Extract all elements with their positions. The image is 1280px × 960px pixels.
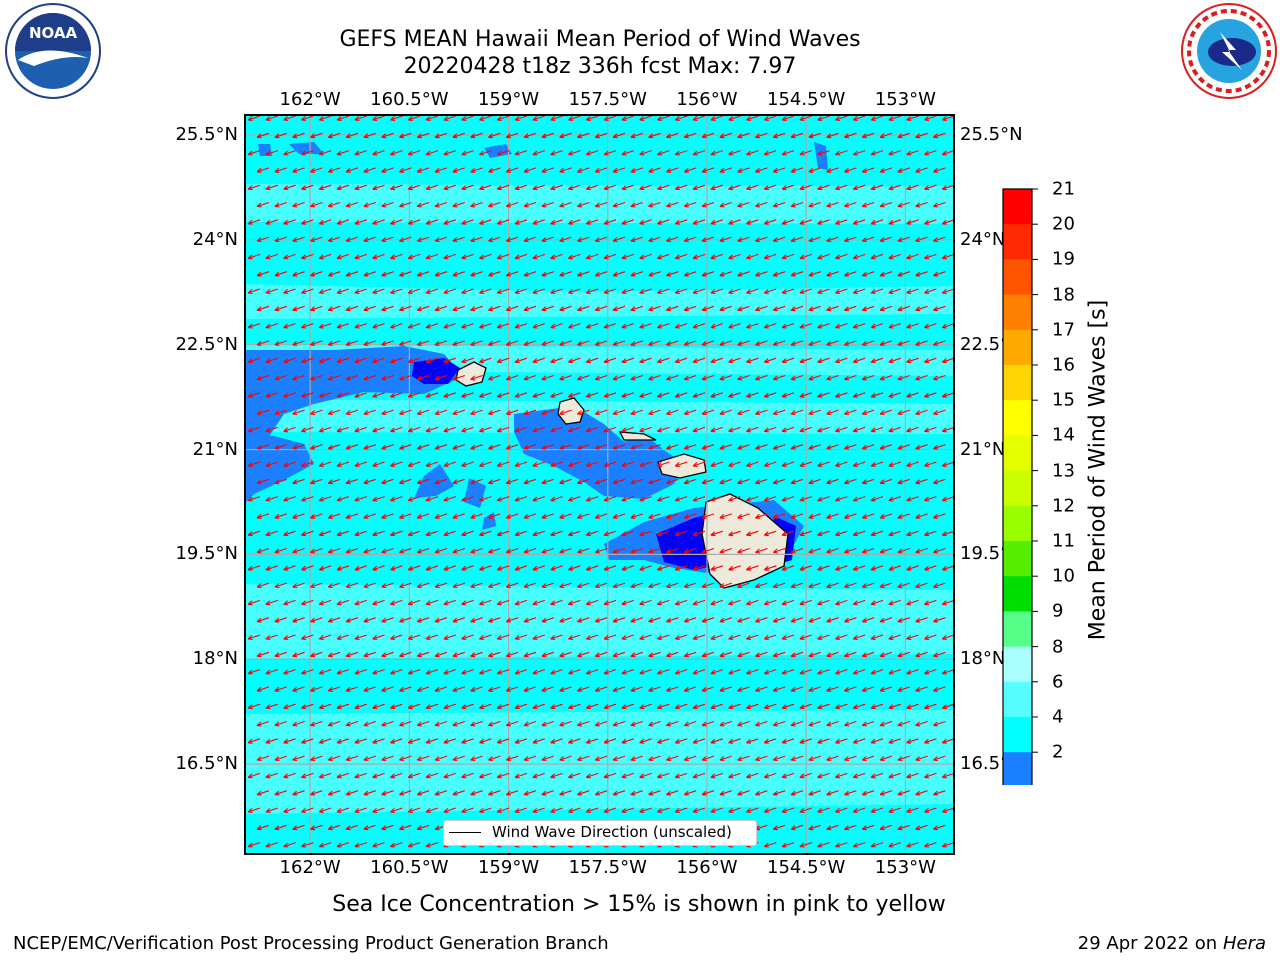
sea-ice-note: Sea Ice Concentration > 15% is shown in … [332, 892, 946, 917]
period-band [244, 584, 955, 659]
colorbar-segment [1003, 259, 1032, 296]
colorbar-tick-label: 19 [1052, 248, 1075, 270]
lon-tick-bottom: 153°W [874, 857, 936, 878]
legend-label: Wind Wave Direction (unscaled) [492, 823, 732, 841]
lon-tick-bottom: 157.5°W [568, 857, 647, 878]
colorbar-segment [1003, 435, 1032, 472]
colorbar-tick-label: 16 [1052, 354, 1075, 376]
colorbar-label: Mean Period of Wind Waves [s] [1085, 299, 1111, 641]
lon-tick-top: 162°W [279, 89, 341, 110]
colorbar-tick-label: 14 [1052, 424, 1075, 446]
colorbar [1002, 188, 1038, 785]
lat-tick-left: 16.5°N [175, 753, 238, 775]
island [557, 397, 585, 425]
colorbar-tick-label: 13 [1052, 460, 1075, 482]
lon-tick-top: 159°W [477, 89, 540, 110]
nws-logo-icon [1181, 3, 1277, 99]
period-fill-layer [244, 114, 955, 855]
lon-tick-bottom: 162°W [279, 857, 341, 878]
colorbar-segment [1003, 611, 1032, 648]
colorbar-tick-label: 15 [1052, 389, 1075, 411]
colorbar-tick-label: 21 [1052, 178, 1075, 200]
colorbar-tick-label: 2 [1052, 741, 1064, 763]
lon-tick-top: 153°W [874, 89, 936, 110]
colorbar-tick-label: 6 [1052, 671, 1064, 693]
footer-date: 29 Apr 2022 on Hera [1078, 933, 1266, 954]
colorbar-tick-label: 9 [1052, 600, 1064, 622]
colorbar-frame [1002, 188, 1033, 785]
period-band-dark [289, 142, 324, 154]
noaa-seal-icon: NOAA [5, 3, 101, 99]
colorbar-segment [1003, 400, 1032, 436]
colorbar-segment [1003, 752, 1032, 785]
period-band [244, 184, 955, 224]
colorbar-tick-label: 12 [1052, 495, 1075, 517]
lat-tick-right: 25.5°N [960, 123, 1023, 145]
chart-subtitle: 20220428 t18z 336h fcst Max: 7.97 [403, 54, 797, 79]
colorbar-tick-label: 8 [1052, 636, 1064, 658]
colorbar-segment [1003, 541, 1032, 577]
wind-wave-arrow-field [247, 115, 955, 848]
colorbar-segment [1003, 681, 1032, 718]
chart-title: GEFS MEAN Hawaii Mean Period of Wind Wav… [339, 27, 861, 52]
noaa-logo: NOAA [4, 2, 102, 100]
noaa-logo-text: NOAA [29, 24, 78, 42]
colorbar-segment [1003, 505, 1032, 542]
legend-line-icon [449, 832, 481, 833]
period-band-dark [814, 142, 828, 170]
footer-date-text: 29 Apr 2022 on [1077, 933, 1223, 954]
wind-wave-map [244, 114, 955, 855]
colorbar-tick-label: 18 [1052, 284, 1075, 306]
map-frame [244, 114, 955, 855]
footer-credit: NCEP/EMC/Verification Post Processing Pr… [13, 933, 609, 954]
map-legend: Wind Wave Direction (unscaled) [443, 820, 757, 846]
period-band-dark [258, 144, 272, 156]
lon-tick-bottom: 160.5°W [370, 857, 449, 878]
colorbar-segment [1003, 189, 1032, 225]
lon-tick-bottom: 156°W [676, 857, 738, 878]
colorbar-segment [1003, 224, 1032, 260]
colorbar-segment [1003, 294, 1032, 331]
island [657, 453, 707, 479]
lat-tick-left: 24°N [192, 228, 238, 250]
lon-tick-bottom: 154.5°W [767, 857, 846, 878]
colorbar-tick-label: 17 [1052, 319, 1075, 341]
lat-tick-right: 24°N [960, 228, 1006, 250]
colorbar-tick-label: 11 [1052, 530, 1075, 552]
period-band [244, 399, 955, 434]
colorbar-segment [1003, 470, 1032, 507]
colorbar-segment [1003, 329, 1032, 366]
colorbar-tick-label: 4 [1052, 706, 1064, 728]
lon-tick-bottom: 159°W [477, 857, 540, 878]
colorbar-tick-label: 20 [1052, 213, 1075, 235]
period-band [244, 710, 955, 814]
lat-tick-left: 22.5°N [175, 333, 238, 355]
colorbar-segment [1003, 646, 1032, 683]
lat-tick-left: 25.5°N [175, 123, 238, 145]
lat-tick-left: 21°N [192, 438, 238, 460]
footer-host: Hera [1222, 933, 1266, 954]
lon-tick-top: 154.5°W [767, 89, 846, 110]
colorbar-tick-label: 10 [1052, 565, 1075, 587]
nws-logo [1180, 2, 1278, 100]
lon-tick-top: 160.5°W [370, 89, 449, 110]
lon-tick-top: 156°W [676, 89, 738, 110]
colorbar-segment [1003, 717, 1032, 753]
lat-tick-left: 18°N [192, 648, 238, 670]
period-band-dark [484, 144, 512, 158]
lat-tick-left: 19.5°N [175, 543, 238, 565]
lat-tick-right: 21°N [960, 438, 1006, 460]
colorbar-segment [1003, 576, 1032, 612]
lat-tick-right: 18°N [960, 648, 1006, 670]
period-band-dark [414, 464, 454, 498]
lon-tick-top: 157.5°W [568, 89, 647, 110]
period-band-dark [244, 434, 314, 504]
island [618, 431, 657, 441]
wind-wave-arrows [247, 115, 955, 848]
colorbar-segment [1003, 365, 1032, 401]
